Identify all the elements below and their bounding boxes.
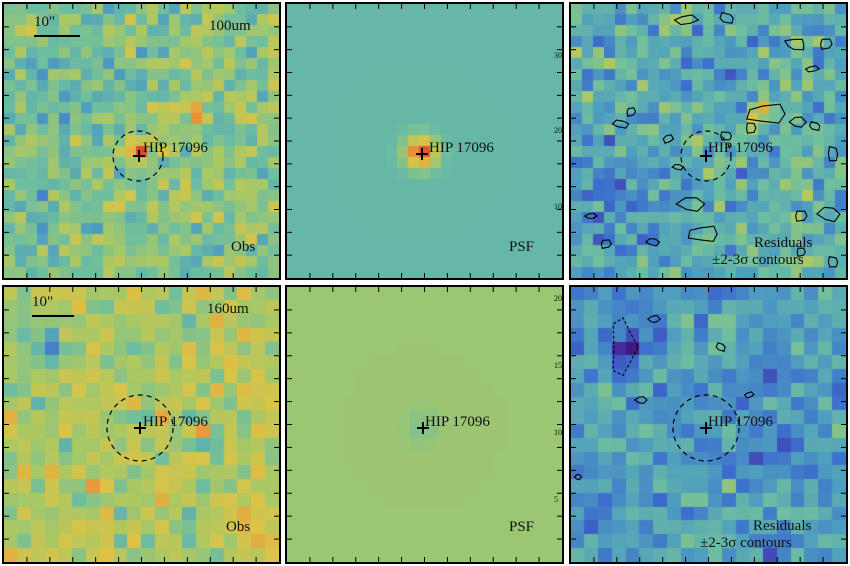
sigma-contour bbox=[583, 212, 599, 219]
band-label: 160um bbox=[207, 301, 249, 317]
source-label: HIP 17096 bbox=[143, 140, 208, 156]
source-label: HIP 17096 bbox=[143, 414, 208, 430]
source-label: HIP 17096 bbox=[425, 414, 490, 430]
panel-overlay bbox=[287, 4, 562, 278]
sigma-contour bbox=[719, 11, 734, 24]
sigma-contour bbox=[644, 238, 661, 247]
sigma-contour bbox=[633, 396, 648, 404]
sigma-contour bbox=[687, 225, 718, 242]
panel-100um-obs: 10" 100um HIP 17096 Obs bbox=[2, 2, 281, 280]
sigma-contour bbox=[611, 119, 630, 129]
pixel-map bbox=[4, 287, 279, 562]
panel-overlay bbox=[4, 287, 279, 562]
sigma-contour bbox=[796, 247, 806, 257]
scale-bar bbox=[32, 315, 74, 317]
pixel-map bbox=[287, 4, 562, 278]
sigma-contour bbox=[612, 317, 639, 377]
residuals-label: Residuals bbox=[754, 235, 813, 251]
panel-100um-residuals: HIP 17096 Residuals ±2-3σ contours bbox=[569, 2, 848, 280]
axis-tick-label: 15 bbox=[554, 361, 562, 370]
sigma-contour bbox=[671, 163, 684, 171]
band-label: 100um bbox=[209, 18, 251, 34]
axis-tick-label: 5 bbox=[554, 495, 558, 504]
sigma-contour bbox=[815, 206, 841, 223]
sigma-contour bbox=[746, 103, 786, 124]
scale-label: 10" bbox=[32, 294, 54, 310]
sigma-contour bbox=[573, 474, 583, 481]
panel-overlay bbox=[571, 4, 846, 278]
sigma-contour bbox=[673, 14, 700, 26]
psf-label: PSF bbox=[509, 519, 535, 535]
panel-160um-psf: HIP 17096 PSF 20 15 10 5 bbox=[285, 285, 564, 564]
sigma-contour bbox=[827, 145, 839, 162]
contour-label: ±2-3σ contours bbox=[712, 252, 804, 268]
sigma-contour bbox=[646, 314, 662, 323]
pixel-map bbox=[571, 287, 846, 562]
sigma-contour bbox=[720, 131, 733, 141]
sigma-contour bbox=[743, 391, 755, 399]
source-label: HIP 17096 bbox=[708, 414, 773, 430]
sigma-contour bbox=[600, 239, 613, 249]
sigma-contour bbox=[745, 122, 757, 134]
sigma-contour bbox=[626, 107, 637, 117]
sigma-contour bbox=[827, 256, 839, 268]
sigma-contour bbox=[808, 121, 821, 131]
axis-tick-label: 20 bbox=[554, 126, 562, 135]
psf-label: PSF bbox=[509, 239, 535, 255]
scale-label: 10" bbox=[34, 14, 56, 30]
sigma-contour bbox=[662, 134, 675, 144]
contour-label: ±2-3σ contours bbox=[700, 535, 792, 551]
axis-tick-label: 10 bbox=[554, 202, 562, 211]
sigma-contour bbox=[804, 65, 821, 73]
aperture-circle bbox=[112, 130, 164, 182]
scale-bar bbox=[34, 35, 80, 37]
panel-overlay bbox=[571, 287, 846, 562]
panel-overlay bbox=[287, 287, 562, 562]
obs-label: Obs bbox=[226, 519, 251, 535]
sigma-contour bbox=[675, 197, 706, 212]
panel-100um-psf: HIP 17096 PSF 30 20 10 bbox=[285, 2, 564, 280]
sigma-contour bbox=[795, 210, 808, 222]
axis-tick-label: 20 bbox=[554, 294, 562, 303]
panel-160um-obs: 10" 160um HIP 17096 Obs bbox=[2, 285, 281, 564]
panel-overlay bbox=[4, 4, 279, 278]
aperture-circle bbox=[680, 130, 732, 182]
source-label: HIP 17096 bbox=[708, 140, 773, 156]
aperture-circle bbox=[106, 394, 174, 462]
residuals-label: Residuals bbox=[753, 518, 812, 534]
sigma-contour bbox=[715, 342, 726, 352]
pixel-map bbox=[4, 4, 279, 278]
aperture-circle bbox=[672, 394, 740, 462]
sigma-contour bbox=[788, 116, 808, 128]
axis-tick-label: 30 bbox=[554, 51, 562, 60]
obs-label: Obs bbox=[231, 239, 256, 255]
sigma-contour bbox=[783, 38, 805, 51]
source-label: HIP 17096 bbox=[429, 140, 494, 156]
sigma-contour bbox=[820, 38, 833, 50]
axis-tick-label: 10 bbox=[554, 428, 562, 437]
panel-160um-residuals: HIP 17096 Residuals ±2-3σ contours bbox=[569, 285, 848, 564]
pixel-map bbox=[287, 287, 562, 562]
